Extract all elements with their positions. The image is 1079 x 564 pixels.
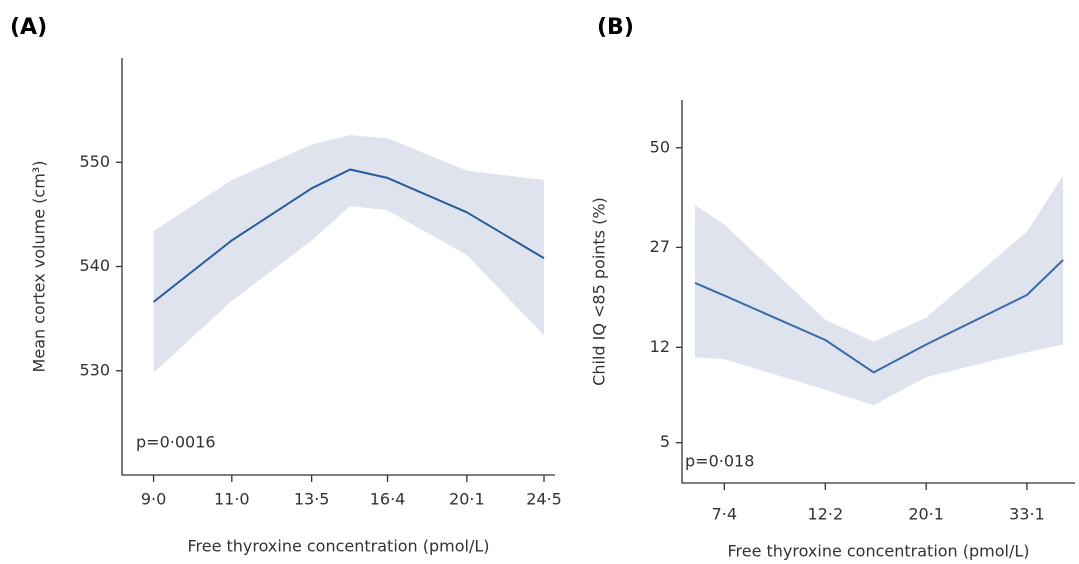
x-axis-label: Free thyroxine concentration (pmol/L) <box>727 542 1029 561</box>
y-axis-label: Mean cortex volume (cm³) <box>30 161 49 373</box>
x-tick-label: 13·5 <box>294 490 330 509</box>
line <box>694 259 1064 374</box>
x-tick-label: 20·1 <box>449 490 485 509</box>
y-tick-label: 540 <box>79 256 110 275</box>
y-tick-label: 530 <box>79 360 110 379</box>
y-tick-label: 12 <box>650 337 670 356</box>
line <box>152 168 545 303</box>
x-tick-label: 33·1 <box>1009 505 1045 524</box>
y-tick-label: 50 <box>650 137 670 156</box>
x-tick-label: 12·2 <box>808 505 844 524</box>
y-axis-label: Child IQ <85 points (%) <box>590 197 609 386</box>
x-axis-label: Free thyroxine concentration (pmol/L) <box>187 537 489 556</box>
annotation: p=0·018 <box>685 452 754 471</box>
x-tick-label: 24·5 <box>526 490 562 509</box>
y-tick-label: 550 <box>79 152 110 171</box>
panel-label: (A) <box>10 15 47 40</box>
x-tick-label: 16·4 <box>370 490 406 509</box>
x-tick-label: 11·0 <box>214 490 250 509</box>
axis-line <box>681 100 1075 484</box>
panel-label: (B) <box>597 15 634 40</box>
y-tick-label: 5 <box>660 432 670 451</box>
confidence-band <box>153 135 544 373</box>
x-tick-label: 7·4 <box>712 505 737 524</box>
x-tick-label: 20·1 <box>908 505 944 524</box>
y-tick-label: 27 <box>650 237 670 256</box>
confidence-band <box>695 175 1064 406</box>
annotation: p=0·0016 <box>136 433 216 452</box>
x-tick-label: 9·0 <box>141 490 166 509</box>
axis-line <box>121 58 555 476</box>
